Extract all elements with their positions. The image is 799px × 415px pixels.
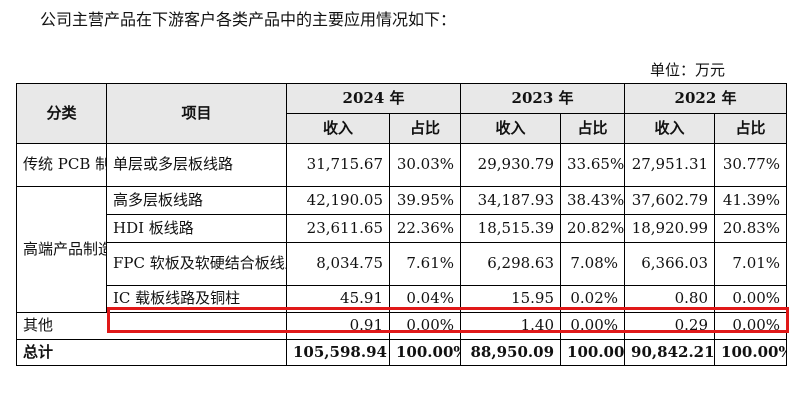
header-share: 占比 xyxy=(714,113,788,144)
item-cell: 高多层板线路 xyxy=(106,186,287,215)
table-row-highlighted: IC 载板线路及铜柱 45.91 0.04% 15.95 0.02% 0.80 … xyxy=(17,285,788,313)
share-2023-cell: 0.02% xyxy=(560,285,626,313)
category-cell: 其他 xyxy=(16,312,287,340)
share-2023-cell: 0.00% xyxy=(560,312,626,340)
total-revenue-2023: 88,950.09 xyxy=(460,339,562,366)
header-revenue: 收入 xyxy=(624,113,716,144)
share-2024-cell: 0.00% xyxy=(388,312,462,340)
header-category: 分类 xyxy=(16,83,107,144)
intro-text: 公司主营产品在下游客户各类产品中的主要应用情况如下： xyxy=(40,10,457,29)
revenue-2024-cell: 31,715.67 xyxy=(286,143,390,187)
header-revenue: 收入 xyxy=(460,113,562,144)
share-2022-cell: 30.77% xyxy=(714,143,788,187)
header-revenue: 收入 xyxy=(286,113,390,144)
item-cell: 单层或多层板线路 xyxy=(106,143,287,187)
table-row: HDI 板线路 23,611.65 22.36% 18,515.39 20.82… xyxy=(17,214,788,243)
item-cell: IC 载板线路及铜柱 xyxy=(106,285,287,313)
revenue-2022-cell: 18,920.99 xyxy=(624,214,716,243)
revenue-2023-cell: 1.40 xyxy=(460,312,562,340)
share-2023-cell: 33.65% xyxy=(560,143,626,187)
revenue-2022-cell: 27,951.31 xyxy=(624,143,716,187)
revenue-2023-cell: 15.95 xyxy=(460,285,562,313)
revenue-table: 分类 项目 2024 年 2023 年 2022 年 收入 占比 收入 占比 收… xyxy=(16,83,788,366)
table-row: 其他 0.91 0.00% 1.40 0.00% 0.29 0.00% xyxy=(16,312,788,340)
total-share-2023: 100.00% xyxy=(560,339,626,366)
revenue-2023-cell: 18,515.39 xyxy=(460,214,562,243)
revenue-2024-cell: 42,190.05 xyxy=(286,186,390,215)
revenue-2023-cell: 34,187.93 xyxy=(460,186,562,215)
total-share-2024: 100.00% xyxy=(388,339,462,366)
share-2022-cell: 7.01% xyxy=(714,242,788,286)
revenue-2022-cell: 0.80 xyxy=(624,285,716,313)
category-cell: 高端产品制造 xyxy=(16,186,107,313)
table-row: FPC 软板及软硬结合板线路 8,034.75 7.61% 6,298.63 7… xyxy=(17,242,788,286)
revenue-2024-cell: 23,611.65 xyxy=(286,214,390,243)
header-share: 占比 xyxy=(388,113,462,144)
revenue-2024-cell: 8,034.75 xyxy=(286,242,390,286)
revenue-2023-cell: 6,298.63 xyxy=(460,242,562,286)
share-2024-cell: 39.95% xyxy=(388,186,462,215)
share-2024-cell: 7.61% xyxy=(388,242,462,286)
revenue-2024-cell: 45.91 xyxy=(286,285,390,313)
revenue-2024-cell: 0.91 xyxy=(286,312,390,340)
unit-label: 单位：万元 xyxy=(649,61,725,79)
total-share-2022: 100.00% xyxy=(714,339,788,366)
share-2022-cell: 0.00% xyxy=(714,285,788,313)
revenue-2023-cell: 29,930.79 xyxy=(460,143,562,187)
header-year-2024: 2024 年 xyxy=(285,83,462,114)
revenue-2022-cell: 37,602.79 xyxy=(624,186,716,215)
share-2022-cell: 0.00% xyxy=(714,312,788,340)
header-year-2022: 2022 年 xyxy=(624,83,788,114)
total-label: 总计 xyxy=(16,339,287,366)
share-2024-cell: 30.03% xyxy=(388,143,462,187)
total-revenue-2024: 105,598.94 xyxy=(286,339,390,366)
share-2023-cell: 20.82% xyxy=(560,214,626,243)
share-2023-cell: 38.43% xyxy=(560,186,626,215)
share-2024-cell: 22.36% xyxy=(388,214,462,243)
revenue-2022-cell: 0.29 xyxy=(624,312,716,340)
table-row: 传统 PCB 制造 单层或多层板线路 31,715.67 30.03% 29,9… xyxy=(16,143,788,187)
category-cell: 传统 PCB 制造 xyxy=(16,143,107,187)
share-2022-cell: 41.39% xyxy=(714,186,788,215)
item-cell: FPC 软板及软硬结合板线路 xyxy=(106,242,287,286)
header-item: 项目 xyxy=(106,83,287,144)
table-row: 高端产品制造 高多层板线路 42,190.05 39.95% 34,187.93… xyxy=(16,186,788,313)
share-2022-cell: 20.83% xyxy=(714,214,788,243)
item-cell: HDI 板线路 xyxy=(106,214,287,243)
total-row: 总计 105,598.94 100.00% 88,950.09 100.00% … xyxy=(16,339,788,366)
revenue-2022-cell: 6,366.03 xyxy=(624,242,716,286)
share-2023-cell: 7.08% xyxy=(560,242,626,286)
share-2024-cell: 0.04% xyxy=(388,285,462,313)
header-share: 占比 xyxy=(560,113,626,144)
total-revenue-2022: 90,842.21 xyxy=(624,339,716,366)
header-year-2023: 2023 年 xyxy=(460,83,626,114)
